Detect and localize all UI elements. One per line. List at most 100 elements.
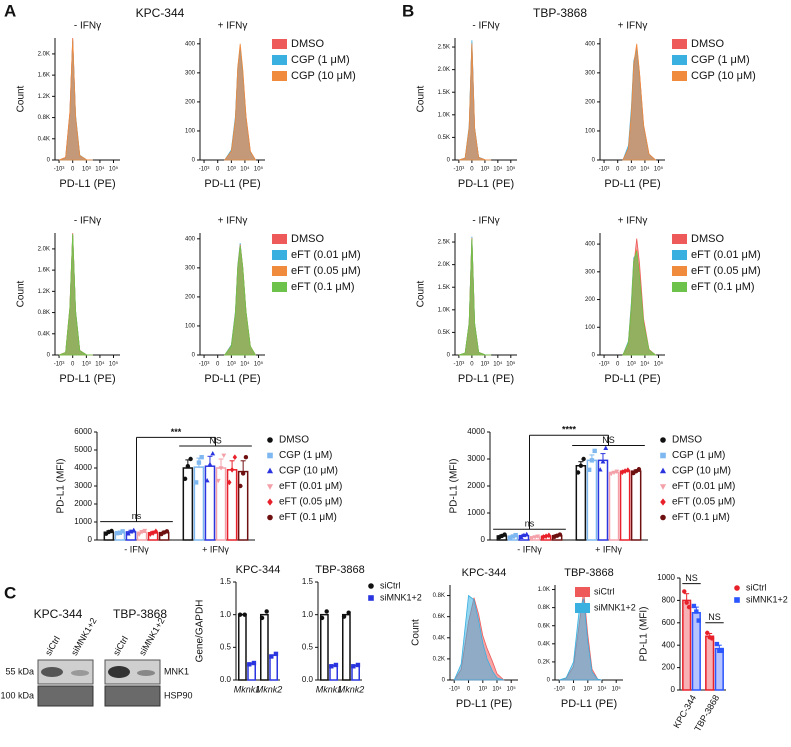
bar xyxy=(586,459,598,541)
y-tick-label: 400 xyxy=(585,242,596,248)
y-tick-label: 0.0 xyxy=(220,675,232,684)
legend-swatch xyxy=(672,282,687,292)
y-tick-label: 1.5K xyxy=(438,285,450,291)
x-tick-label: 0 xyxy=(467,687,471,693)
blot-title: KPC-344 xyxy=(34,607,83,621)
significance-label: NS xyxy=(602,435,615,445)
legend-label: eFT (0.05 μM) xyxy=(279,497,342,508)
point xyxy=(620,469,625,476)
x-tick-label: 10⁵ xyxy=(254,166,264,173)
point xyxy=(557,532,563,537)
y-tick-label: 0.8K xyxy=(38,115,50,121)
chart-title: - IFNγ xyxy=(472,21,499,32)
chart-title: + IFNγ xyxy=(218,216,248,227)
y-tick-label: 0 xyxy=(192,158,196,164)
legend-swatch xyxy=(672,55,687,65)
histogram-area xyxy=(622,250,657,356)
y-tick-label: 0.5 xyxy=(302,642,314,651)
y-tick-label: 0 xyxy=(547,678,551,684)
panel-title: TBP-3868 xyxy=(533,6,587,20)
y-tick-label: 0.8K xyxy=(433,593,445,599)
legend-label: eFT (0.01 μM) xyxy=(291,249,361,261)
legend-swatch xyxy=(272,234,287,244)
histogram-area xyxy=(58,234,93,356)
legend-label: eFT (0.1 μM) xyxy=(291,281,355,293)
bar xyxy=(597,459,609,541)
bar xyxy=(342,613,351,681)
y-tick-label: 2000 xyxy=(74,499,92,508)
y-axis-label: PD-L1 (MFI) xyxy=(639,607,650,662)
point xyxy=(232,454,238,461)
y-tick-label: 100 xyxy=(185,129,196,135)
significance-label: NS xyxy=(209,435,222,445)
bar xyxy=(320,613,329,681)
bar xyxy=(705,635,715,691)
legend-label: DMSO xyxy=(691,38,724,50)
x-tick-label: 10⁴ xyxy=(640,361,650,368)
significance-label: *** xyxy=(171,427,182,437)
point xyxy=(341,614,347,619)
legend-label: siMNK1+2 xyxy=(594,602,636,612)
legend-label: DMSO xyxy=(291,233,324,245)
y-tick-label: 2.5K xyxy=(438,240,450,246)
y-tick-label: 3000 xyxy=(74,481,92,490)
x-tick-label: 0 xyxy=(616,362,620,368)
y-tick-label: 200 xyxy=(185,99,196,105)
legend-marker xyxy=(659,484,667,490)
chart-title: - IFNγ xyxy=(472,216,499,227)
histogram-area xyxy=(453,594,504,681)
point xyxy=(611,470,617,476)
legend-swatch xyxy=(672,250,687,260)
x-tick-label: 0 xyxy=(470,167,474,173)
point xyxy=(131,527,137,533)
point xyxy=(714,641,720,647)
y-tick-label: 0.6K xyxy=(433,614,445,620)
histogram-area xyxy=(223,246,257,356)
x-axis-label: PD-L1 (PE) xyxy=(458,178,514,190)
blot-strip xyxy=(104,685,161,707)
point xyxy=(242,612,247,617)
point xyxy=(518,534,524,540)
histogram-area xyxy=(58,39,93,161)
y-tick-label: 300 xyxy=(585,269,596,275)
x-tick-label: 10⁴ xyxy=(492,686,502,693)
legend-label: siMNK1+2 xyxy=(746,594,788,604)
legend-label: eFT (0.05 μM) xyxy=(291,265,361,277)
legend-label: DMSO xyxy=(672,435,702,446)
point xyxy=(229,466,235,473)
y-axis-label: Count xyxy=(416,280,427,307)
y-tick-label: 1.2K xyxy=(38,289,50,295)
x-tick-label: 10⁴ xyxy=(240,361,250,368)
legend-label: CGP (1 μM) xyxy=(291,54,350,66)
x-tick-label: Mknk2 xyxy=(256,684,283,694)
western-blot: KPC-344 TBP-3868 siCtrl siMNK1+2 siCtrl … xyxy=(0,607,193,707)
x-axis-label: PD-L1 (PE) xyxy=(204,178,260,190)
bar xyxy=(619,470,631,541)
x-tick-label: 10⁵ xyxy=(109,166,119,173)
point xyxy=(196,460,202,465)
legend-label: eFT (0.05 μM) xyxy=(672,497,735,508)
y-tick-label: 1000 xyxy=(74,517,92,526)
bar xyxy=(238,613,247,681)
legend-swatch xyxy=(272,39,287,49)
x-tick-label: -10³ xyxy=(449,687,460,693)
y-tick-label: 300 xyxy=(585,70,596,76)
panel-label: B xyxy=(402,1,414,20)
y-tick-label: 1.2K xyxy=(38,94,50,100)
legend-label: eFT (0.01 μM) xyxy=(672,481,735,492)
point xyxy=(355,662,361,668)
y-axis-label: Count xyxy=(16,85,27,112)
y-tick-label: 0.8K xyxy=(538,605,550,611)
point xyxy=(608,471,614,477)
legend-marker xyxy=(266,467,274,474)
legend-marker xyxy=(267,514,273,521)
point xyxy=(243,455,249,460)
bar xyxy=(630,470,642,541)
x-tick-label: -10³ xyxy=(199,362,210,368)
x-axis-label: PD-L1 (PE) xyxy=(458,373,514,385)
y-tick-label: 400 xyxy=(585,41,596,47)
legend-marker xyxy=(659,467,667,474)
point xyxy=(164,529,170,534)
legend-label: siCtrl xyxy=(594,586,615,596)
point xyxy=(247,662,252,667)
